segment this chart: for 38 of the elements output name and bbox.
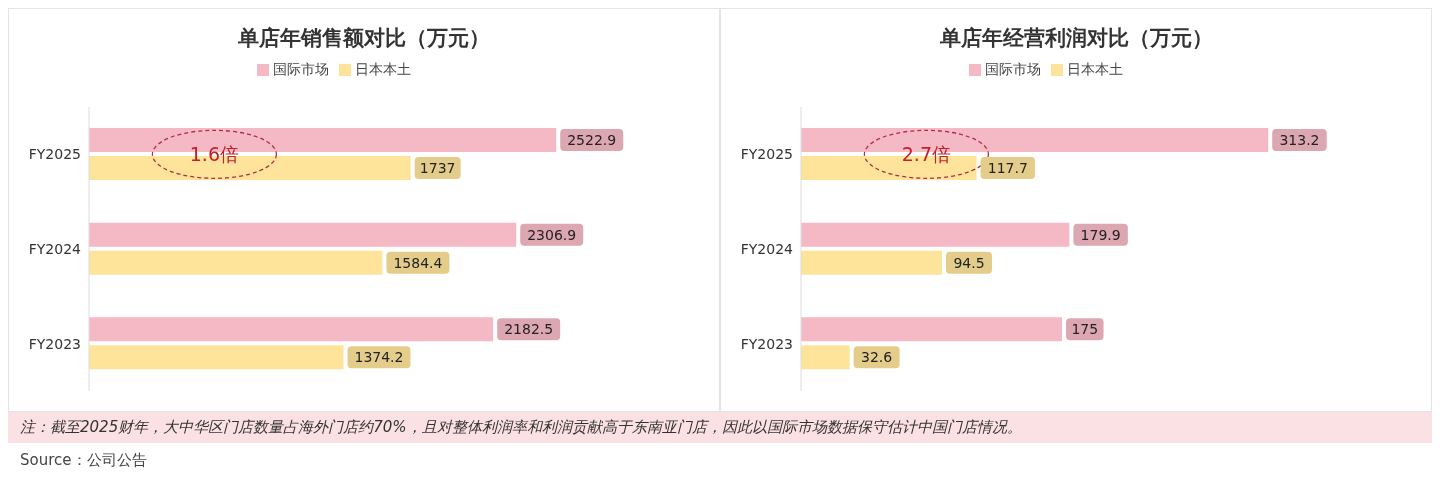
y-tick-label: FY2023: [740, 335, 793, 352]
text: 注：截至2025财年，大中华区门店数量占海外门店约70%，且对整体利润率和利润贡献高于东南亚门店，因此以国际市场数据保守估计中国门店情况。: [8, 412, 1432, 443]
y-tick-label: FY2024: [740, 240, 794, 257]
data-label: 2182.5: [504, 321, 554, 338]
data-label: 1737: [419, 160, 456, 176]
data-label: 175: [1071, 321, 1099, 338]
y-tick-label: FY2025: [740, 146, 793, 163]
legend-label: 日本本土: [355, 61, 411, 77]
legend-label: 日本本土: [1067, 61, 1123, 77]
data-label: 2522.9: [567, 132, 617, 148]
bar: [89, 250, 383, 275]
data-label: 313.2: [1279, 132, 1320, 148]
bar: [89, 345, 344, 370]
source-note: Source：公司公告: [19, 450, 148, 471]
chart-title: 单店年经营利润对比（万元）: [938, 25, 1214, 52]
data-label: 32.6: [861, 349, 893, 366]
bar: [801, 317, 1063, 342]
dashed-ellipse: 2.7倍: [863, 129, 990, 179]
annotation: 1.6倍: [189, 143, 240, 166]
dashed-ellipse: 1.6倍: [151, 129, 278, 179]
data-label: 1374.2: [354, 349, 404, 366]
data-label: 117.7: [987, 160, 1028, 176]
chart-title: 单店年销售额对比（万元）: [237, 25, 491, 52]
bar: [801, 250, 942, 275]
bar: [89, 222, 517, 247]
annotation: 2.7倍: [901, 143, 952, 166]
bar: [801, 222, 1070, 247]
legend-label: 国际市场: [273, 61, 329, 77]
y-tick-label: FY2024: [28, 240, 82, 257]
bar: [801, 345, 850, 370]
data-label: 94.5: [953, 254, 985, 271]
bar: [89, 317, 494, 342]
data-label: 2306.9: [527, 226, 577, 243]
data-label: 179.9: [1080, 226, 1121, 243]
data-label: 1584.4: [393, 254, 443, 271]
y-tick-label: FY2023: [28, 335, 81, 352]
y-tick-label: FY2025: [28, 146, 81, 163]
legend-label: 国际市场: [985, 61, 1041, 77]
